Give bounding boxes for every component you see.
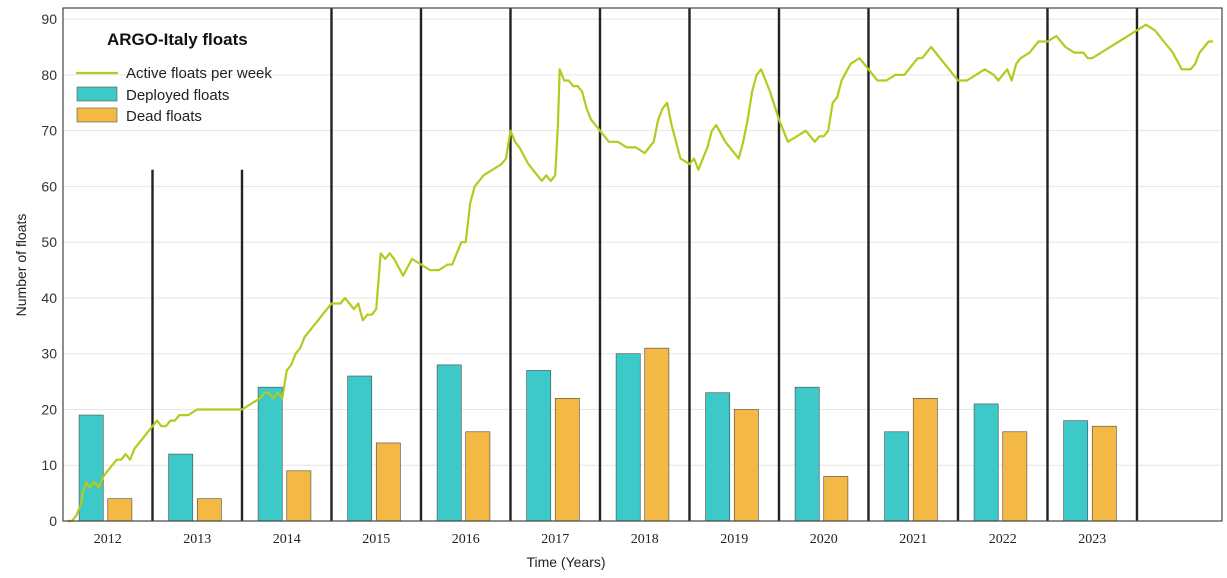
x-tick-label: 2023 <box>1078 532 1106 547</box>
x-tick-label: 2014 <box>273 532 301 547</box>
bar-deployed <box>436 364 462 522</box>
x-axis-label: Time (Years) <box>526 554 605 570</box>
y-tick-label: 50 <box>41 234 57 250</box>
y-tick-label: 90 <box>41 11 57 27</box>
bar-deployed <box>884 431 910 522</box>
legend-label-deployed: Deployed floats <box>126 87 229 104</box>
bar-dead <box>196 498 222 522</box>
legend-swatch-deployed <box>76 86 118 102</box>
grid-lines <box>63 18 1222 466</box>
x-ticks: 2012 2013 2014 2015 2016 2017 2018 2019 2020 2021… <box>94 532 1106 547</box>
bar-deployed <box>526 370 552 522</box>
legend-swatch-dead <box>76 107 118 123</box>
year-separators <box>151 8 1139 521</box>
bar-dead <box>912 398 938 522</box>
bar-deployed <box>973 403 999 522</box>
x-tick-label: 2017 <box>541 532 569 547</box>
x-tick-label: 2012 <box>94 532 122 547</box>
bar-dead <box>375 442 401 522</box>
x-tick-label: 2015 <box>362 532 390 547</box>
x-tick-label: 2016 <box>452 532 480 547</box>
plot-frame <box>62 7 1223 522</box>
bar-deployed <box>794 386 820 522</box>
y-tick-label: 60 <box>41 178 57 194</box>
legend-title: ARGO-Italy floats <box>107 30 248 49</box>
y-tick-label: 30 <box>41 346 57 362</box>
x-tick-label: 2022 <box>989 532 1017 547</box>
legend: ARGO-Italy floats Active floats per week… <box>76 30 272 125</box>
bar-deployed <box>615 353 641 522</box>
bar-deployed <box>1063 420 1089 522</box>
y-tick-label: 20 <box>41 401 57 417</box>
x-tick-label: 2013 <box>183 532 211 547</box>
bar-deployed <box>347 375 373 522</box>
y-tick-label: 0 <box>49 513 57 529</box>
y-tick-label: 10 <box>41 457 57 473</box>
active-line-layer <box>67 23 1214 523</box>
bar-dead <box>823 476 849 522</box>
bar-deployed <box>168 453 194 522</box>
x-tick-label: 2019 <box>720 532 748 547</box>
legend-label-active: Active floats per week <box>126 65 272 82</box>
x-tick-label: 2018 <box>631 532 659 547</box>
plot-background <box>63 8 1222 521</box>
x-tick-label: 2020 <box>810 532 838 547</box>
y-tick-label: 40 <box>41 290 57 306</box>
bar-dead <box>1002 431 1028 522</box>
bar-deployed <box>705 392 731 522</box>
bar-dead <box>733 409 759 522</box>
y-tick-label: 80 <box>41 67 57 83</box>
bar-dead <box>465 431 491 522</box>
bar-dead <box>554 398 580 522</box>
bar-deployed <box>78 414 104 522</box>
x-tick-label: 2021 <box>899 532 927 547</box>
active-floats-line <box>67 23 1214 523</box>
bar-dead <box>644 347 670 522</box>
bar-deployed <box>257 386 283 522</box>
bar-dead <box>286 470 312 522</box>
bar-dead <box>1091 425 1117 522</box>
bar-dead <box>107 498 133 522</box>
bar-layer <box>78 347 1117 522</box>
y-axis-label: Number of floats <box>13 214 29 317</box>
y-tick-label: 70 <box>41 123 57 139</box>
y-ticks: 0 10 20 30 40 50 60 70 80 90 <box>41 11 57 529</box>
legend-label-dead: Dead floats <box>126 108 202 125</box>
